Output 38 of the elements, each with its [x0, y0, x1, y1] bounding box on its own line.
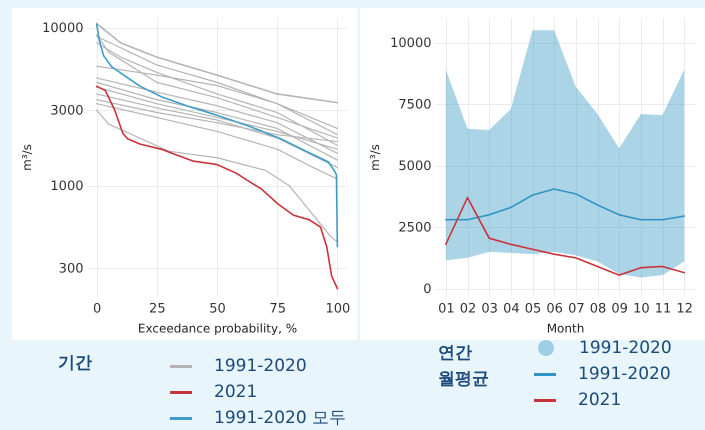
x-tick-label: 01	[438, 302, 455, 316]
x-tick-label: 50	[209, 302, 226, 316]
y-tick-label: 10000	[390, 36, 432, 52]
x-tick-label: 0	[92, 302, 102, 316]
x-tick-label: 04	[503, 302, 520, 316]
x-tick-label: 12	[676, 302, 693, 316]
y-tick-label: 5000	[398, 159, 432, 174]
x-tick-label: 06	[546, 302, 563, 316]
y-axis-title: m³/s	[368, 144, 382, 171]
y-tick-label: 7500	[398, 98, 432, 113]
y-tick-label: 3000	[50, 104, 84, 119]
y-tick-label: 2500	[398, 220, 432, 236]
legend-title: 기간	[58, 352, 93, 375]
x-tick-label: 03	[481, 302, 498, 316]
legend-label: 2021	[214, 382, 258, 402]
y-tick-label: 300	[58, 262, 84, 277]
text: 1991-2020	[578, 364, 671, 384]
x-tick-label: 11	[654, 302, 672, 316]
x-tick-label: 05	[524, 302, 542, 316]
y-tick-label: 10000	[42, 21, 84, 36]
x-tick-label: 100	[325, 302, 350, 316]
legend-label: 2021	[578, 390, 622, 410]
x-tick-label: 25	[149, 302, 166, 316]
x-axis-title: Month	[546, 322, 584, 336]
legend-label: 1991-2020	[579, 338, 672, 358]
y-tick-label: 0	[423, 282, 432, 298]
x-tick-label: 09	[611, 302, 628, 316]
legend-title: 연간 월평균	[438, 342, 490, 391]
x-tick-label: 07	[568, 302, 585, 316]
x-tick-label: 02	[460, 302, 476, 316]
x-axis-title: Exceedance probability, %	[138, 322, 298, 336]
y-axis-title: m³/s	[20, 144, 34, 171]
x-tick-label: 08	[590, 302, 606, 316]
x-tick-label: 75	[269, 302, 286, 316]
legend-label: 1991-2020 모두	[214, 408, 346, 428]
x-tick-label: 10	[633, 302, 650, 316]
y-tick-label: 1000	[50, 179, 84, 194]
legend-label: 1991-2020	[214, 356, 307, 376]
